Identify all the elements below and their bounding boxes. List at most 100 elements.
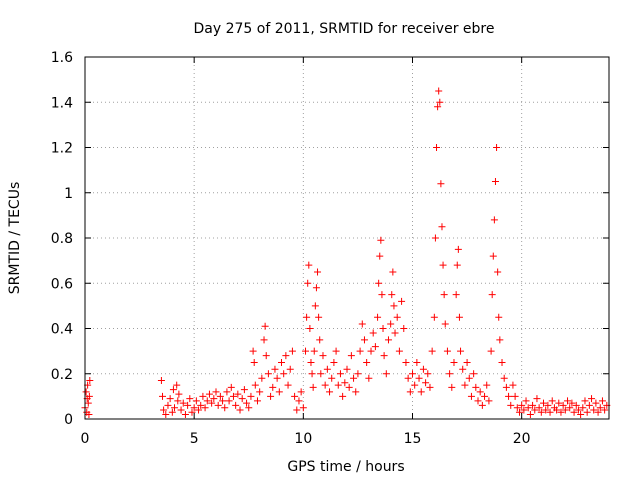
data-point-marker: [312, 284, 320, 292]
data-point-marker: [314, 268, 322, 276]
data-point-marker: [470, 370, 478, 378]
data-point-marker: [384, 336, 392, 344]
data-point-marker: [388, 291, 396, 299]
data-point-marker: [437, 180, 445, 188]
data-point-marker: [177, 406, 185, 414]
data-point-marker: [365, 374, 373, 382]
data-point-marker: [474, 397, 482, 405]
data-point-marker: [439, 261, 447, 269]
data-point-marker: [518, 401, 526, 409]
data-point-marker: [382, 370, 390, 378]
data-point-marker: [232, 401, 240, 409]
data-point-marker: [261, 322, 269, 330]
data-point-marker: [467, 392, 475, 400]
data-point-marker: [225, 397, 233, 405]
data-point-marker: [162, 410, 170, 418]
data-point-marker: [341, 379, 349, 387]
data-point-marker: [535, 404, 543, 412]
y-tick-label: 1: [64, 186, 73, 202]
data-point-marker: [465, 374, 473, 382]
data-point-marker: [319, 352, 327, 360]
data-point-marker: [446, 370, 454, 378]
data-point-marker: [280, 370, 288, 378]
data-point-marker: [164, 401, 172, 409]
data-point-marker: [188, 408, 196, 416]
data-point-marker: [347, 352, 355, 360]
data-point-marker: [295, 397, 303, 405]
data-point-marker: [251, 381, 259, 389]
data-point-marker: [435, 87, 443, 95]
data-point-marker: [249, 347, 257, 355]
data-point-marker: [269, 383, 277, 391]
data-point-marker: [544, 401, 552, 409]
axis-ticks: [84, 56, 609, 420]
x-tick-label: 10: [294, 431, 312, 447]
data-point-marker: [371, 343, 379, 351]
data-point-marker: [214, 401, 222, 409]
data-point-marker: [440, 291, 448, 299]
data-point-marker: [478, 401, 486, 409]
data-point-marker: [271, 365, 279, 373]
data-point-marker: [339, 392, 347, 400]
data-point-marker: [302, 347, 310, 355]
data-point-marker: [391, 329, 399, 337]
data-point-marker: [450, 358, 458, 366]
data-point-marker: [229, 392, 237, 400]
x-tick-label: 5: [190, 431, 199, 447]
data-point-marker: [513, 404, 521, 412]
y-tick-label: 1.4: [51, 95, 73, 111]
data-point-marker: [402, 358, 410, 366]
data-point-marker: [345, 383, 353, 391]
data-point-marker: [561, 406, 569, 414]
data-point-marker: [413, 358, 421, 366]
data-point-marker: [457, 347, 465, 355]
data-point-marker: [581, 397, 589, 405]
data-point-marker: [212, 388, 220, 396]
data-point-marker: [524, 404, 532, 412]
data-point-marker: [332, 347, 340, 355]
data-point-marker: [488, 291, 496, 299]
data-point-marker: [507, 401, 515, 409]
data-point-marker: [168, 408, 176, 416]
data-point-marker: [426, 383, 434, 391]
y-tick-label: 0.2: [51, 367, 73, 383]
data-point-marker: [326, 388, 334, 396]
data-point-marker: [483, 381, 491, 389]
data-point-marker: [159, 392, 167, 400]
data-point-marker: [299, 404, 307, 412]
data-point-marker: [245, 404, 253, 412]
data-point-marker: [430, 313, 438, 321]
data-point-marker: [367, 347, 375, 355]
data-point-marker: [572, 401, 580, 409]
data-point-marker: [400, 325, 408, 332]
data-point-marker: [434, 103, 442, 111]
data-point-marker: [472, 383, 480, 391]
data-point-marker: [236, 406, 244, 414]
y-tick-label: 0.8: [51, 231, 73, 247]
data-point-marker: [374, 313, 382, 321]
data-point-marker: [443, 347, 451, 355]
data-point-marker: [500, 374, 508, 382]
data-point-marker: [84, 399, 92, 407]
data-point-marker: [304, 279, 312, 287]
data-point-marker: [197, 401, 205, 409]
data-point-marker: [489, 252, 497, 260]
data-point-marker: [192, 397, 200, 405]
data-point-marker: [495, 313, 503, 321]
data-point-marker: [85, 410, 93, 418]
data-point-marker: [358, 320, 366, 328]
data-point-marker: [221, 404, 229, 412]
data-point-marker: [250, 358, 258, 366]
data-point-marker: [417, 388, 425, 396]
data-point-marker: [234, 390, 242, 398]
data-point-marker: [210, 395, 218, 403]
data-point-marker: [174, 397, 182, 405]
data-point-marker: [546, 408, 554, 416]
data-point-marker: [596, 404, 604, 412]
data-point-marker: [557, 408, 565, 416]
data-point-marker: [537, 408, 545, 416]
data-point-marker: [411, 381, 419, 389]
y-axis-label: SRMTID / TECUs: [7, 182, 23, 295]
data-point-marker: [548, 397, 556, 405]
data-point-marker: [522, 397, 530, 405]
